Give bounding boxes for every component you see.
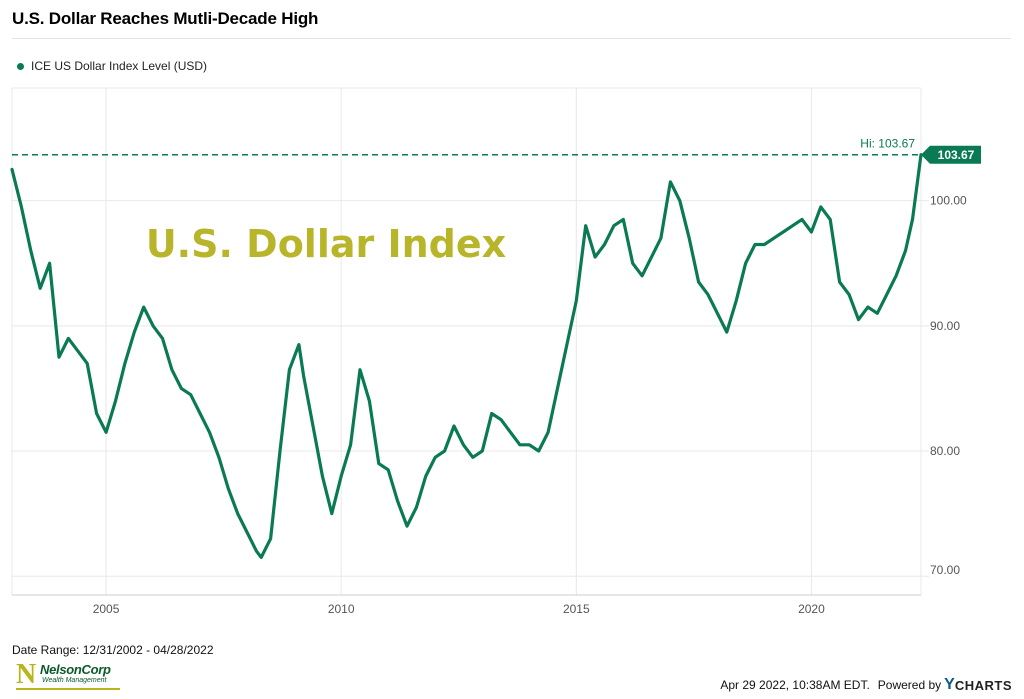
footer-credits: Apr 29 2022, 10:38AM EDT. Powered by Y C… [720,676,1012,694]
ycharts-logo-icon[interactable]: Y [944,676,955,693]
axes: 2005 2010 2015 2020 70.00 80.00 90.00 100.00 [12,194,967,616]
title-divider [12,38,1011,39]
badge-shape [921,145,981,164]
chart-overlay-title: U.S. Dollar Index [146,222,506,266]
page-title: U.S. Dollar Reaches Mutli-Decade High [12,9,319,28]
series [10,153,923,559]
x-tick-label: 2005 [93,602,120,616]
logo-underline [16,688,120,690]
nelsoncorp-logo: N NelsonCorp Wealth Management [16,659,146,693]
logo-name: NelsonCorp [40,662,111,677]
logo-mark-icon: N [16,659,37,690]
last-value-badge: 103.67 [921,145,981,164]
powered-by-label: Powered by [877,678,942,692]
x-tick-label: 2015 [563,602,590,616]
high-reference-label: Hi: 103.67 [860,137,915,151]
y-tick-label: 80.00 [930,444,960,458]
ycharts-brand[interactable]: CHARTS [954,677,1012,693]
badge-label: 103.67 [938,148,975,162]
legend[interactable]: ICE US Dollar Index Level (USD) [17,59,207,73]
logo-subtitle: Wealth Management [42,677,107,684]
line-chart[interactable]: 2005 2010 2015 2020 70.00 80.00 90.00 100.00 U.… [0,0,1024,640]
legend-dot-icon [17,62,24,70]
legend-label: ICE US Dollar Index Level (USD) [31,59,208,73]
y-tick-label: 100.00 [930,194,967,208]
x-tick-label: 2010 [328,602,355,616]
date-range-text: Date Range: 12/31/2002 - 04/28/2022 [12,643,214,657]
y-tick-label: 70.00 [930,563,960,577]
y-tick-label: 90.00 [930,319,960,333]
grid-lines [11,87,929,595]
series-line-dollar-index [10,153,923,559]
x-tick-label: 2020 [798,602,825,616]
reference-line: Hi: 103.67 [12,137,921,156]
timestamp: Apr 29 2022, 10:38AM EDT. [720,678,870,692]
